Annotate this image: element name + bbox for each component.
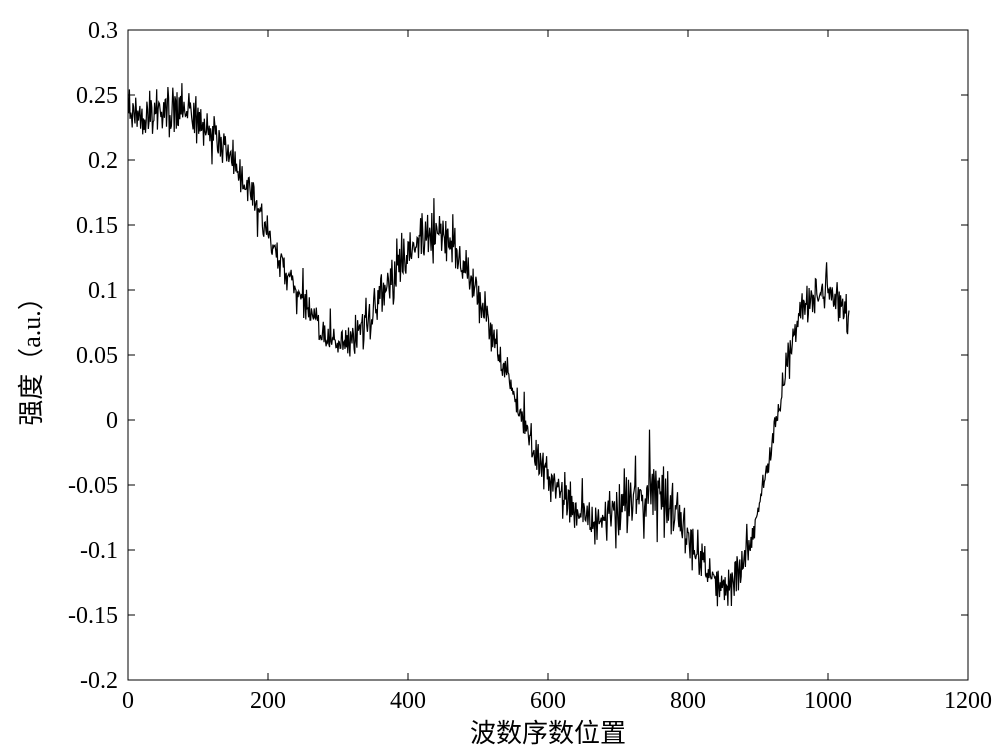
y-tick-label: 0.25 [76,83,118,109]
series-line [128,83,849,606]
x-tick-label: 0 [122,688,134,714]
y-axis-label: 强度（a.u.） [17,284,46,426]
y-tick-label: 0.1 [88,278,118,304]
x-tick-label: 1200 [944,688,992,714]
y-tick-label: -0.1 [80,538,118,564]
y-tick-label: 0 [106,408,118,434]
x-tick-label: 400 [390,688,426,714]
x-tick-label: 600 [530,688,566,714]
line-chart: 0 200 400 600 800 1000 1200 -0.2 -0.15 -0.1 -0.05 0… [0,0,1000,756]
y-tick-label: 0.2 [88,148,118,174]
x-tick-label: 800 [670,688,706,714]
y-tick-label: -0.05 [68,473,118,499]
x-tick-label: 1000 [804,688,852,714]
x-axis-label: 波数序数位置 [470,719,626,748]
y-tick-label: -0.15 [68,603,118,629]
plot-frame [128,30,968,680]
chart-container: 0 200 400 600 800 1000 1200 -0.2 -0.15 -0.1 -0.05 0… [0,0,1000,756]
y-tick-label: -0.2 [80,668,118,694]
y-tick-label: 0.3 [88,18,118,44]
y-tick-label: 0.15 [76,213,118,239]
x-tick-label: 200 [250,688,286,714]
y-tick-label: 0.05 [76,343,118,369]
